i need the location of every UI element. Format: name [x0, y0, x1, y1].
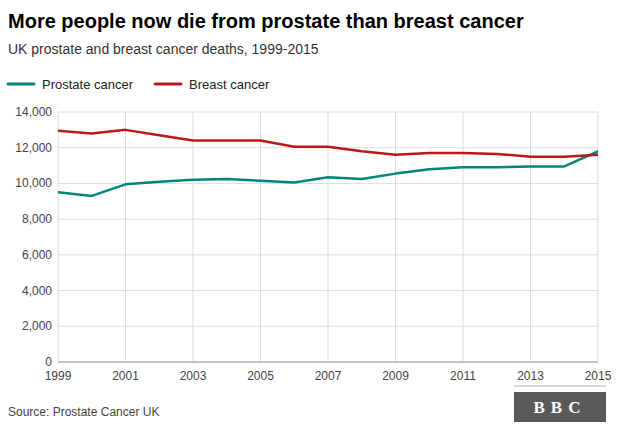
- y-tick-label: 10,000: [15, 176, 52, 190]
- x-tick-label: 2009: [382, 369, 409, 383]
- x-grid-line: [598, 112, 599, 362]
- y-grid-line: [58, 362, 598, 363]
- x-axis-line: [58, 362, 598, 363]
- x-tick-label: 2007: [315, 369, 342, 383]
- y-tick-label: 0: [45, 355, 52, 369]
- legend-label: Prostate cancer: [42, 77, 134, 92]
- legend-swatch: [8, 83, 34, 86]
- x-grid-line: [463, 112, 464, 362]
- y-tick-label: 8,000: [22, 212, 52, 226]
- x-tick-label: 2005: [247, 369, 274, 383]
- x-grid-line: [125, 112, 126, 362]
- y-tick-label: 2,000: [22, 319, 52, 333]
- title: More people now die from prostate than b…: [8, 10, 524, 32]
- source: Source: Prostate Cancer UK: [8, 405, 159, 419]
- y-tick-label: 4,000: [22, 284, 52, 298]
- x-grid-line: [260, 112, 261, 362]
- axes: 0 2,000 4,000 6,000 8,000 10,000 12,000 14,000 1…: [15, 105, 611, 383]
- x-tick-label: 2011: [450, 369, 476, 383]
- legend: Prostate cancer Breast cancer: [8, 77, 270, 92]
- x-grid-line: [328, 112, 329, 362]
- logo: BBC: [514, 386, 606, 422]
- series-line: [58, 130, 598, 157]
- x-grid-line: [58, 112, 59, 362]
- x-tick-label: 2003: [180, 369, 207, 383]
- x-grid-line: [193, 112, 194, 362]
- series-group: [58, 130, 598, 196]
- grid: [58, 112, 598, 362]
- x-tick-label: 2015: [585, 369, 612, 383]
- x-tick-label: 1999: [45, 369, 72, 383]
- y-tick-label: 12,000: [15, 141, 52, 155]
- logo-rule: [514, 386, 606, 387]
- series-line: [58, 151, 598, 196]
- x-grid-line: [395, 112, 396, 362]
- y-tick-label: 6,000: [22, 248, 52, 262]
- chart: More people now die from prostate than b…: [0, 0, 624, 430]
- x-tick-label: 2013: [517, 369, 544, 383]
- x-grid-line: [530, 112, 531, 362]
- legend-swatch: [155, 83, 181, 86]
- subtitle: UK prostate and breast cancer deaths, 19…: [8, 41, 319, 57]
- logo-box: [514, 392, 606, 422]
- legend-label: Breast cancer: [189, 77, 270, 92]
- y-tick-label: 14,000: [15, 105, 52, 119]
- logo-text: BBC: [534, 398, 587, 417]
- background: [0, 0, 624, 430]
- x-tick-label: 2001: [112, 369, 139, 383]
